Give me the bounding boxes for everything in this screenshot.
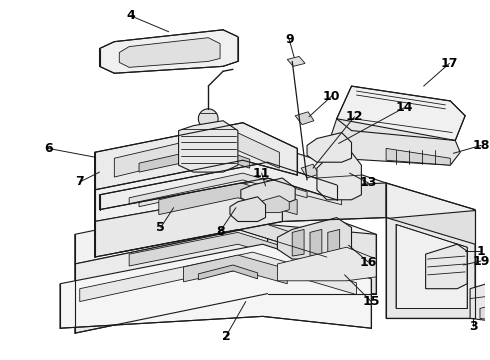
Polygon shape — [114, 131, 279, 177]
Polygon shape — [307, 132, 351, 162]
Polygon shape — [198, 265, 258, 280]
Polygon shape — [386, 217, 475, 318]
Polygon shape — [95, 188, 282, 257]
Text: 12: 12 — [346, 110, 363, 123]
Polygon shape — [178, 121, 238, 172]
Polygon shape — [119, 215, 327, 257]
Polygon shape — [99, 30, 238, 73]
Polygon shape — [386, 210, 475, 318]
Text: 3: 3 — [469, 320, 477, 333]
Polygon shape — [295, 112, 314, 125]
Polygon shape — [139, 147, 250, 172]
Polygon shape — [129, 173, 307, 204]
Text: 10: 10 — [323, 90, 341, 103]
Polygon shape — [386, 148, 450, 165]
Polygon shape — [60, 244, 371, 328]
Polygon shape — [241, 178, 295, 205]
Text: 6: 6 — [44, 142, 52, 155]
Text: 15: 15 — [363, 295, 380, 308]
Text: 7: 7 — [75, 175, 84, 189]
Polygon shape — [386, 183, 475, 244]
Polygon shape — [301, 164, 319, 178]
Text: 19: 19 — [472, 255, 490, 267]
Polygon shape — [184, 255, 287, 284]
Circle shape — [198, 109, 218, 129]
Text: 14: 14 — [395, 102, 413, 114]
Polygon shape — [129, 232, 317, 267]
Polygon shape — [95, 148, 386, 221]
Polygon shape — [75, 195, 376, 264]
Polygon shape — [327, 119, 460, 165]
Polygon shape — [310, 229, 322, 256]
Text: 16: 16 — [360, 256, 377, 269]
Text: 8: 8 — [216, 225, 224, 238]
Polygon shape — [470, 277, 490, 323]
Polygon shape — [99, 162, 337, 210]
Polygon shape — [95, 123, 297, 190]
Polygon shape — [80, 252, 356, 302]
Polygon shape — [317, 152, 362, 200]
Text: 18: 18 — [472, 139, 490, 152]
Polygon shape — [292, 229, 304, 256]
Polygon shape — [268, 225, 376, 294]
Polygon shape — [75, 225, 268, 333]
Polygon shape — [426, 244, 467, 289]
Polygon shape — [328, 229, 340, 256]
Polygon shape — [256, 196, 289, 213]
Text: 5: 5 — [156, 221, 165, 234]
Text: 9: 9 — [285, 33, 294, 46]
Text: 17: 17 — [441, 57, 458, 70]
Polygon shape — [480, 301, 490, 322]
Polygon shape — [282, 183, 386, 221]
Text: 11: 11 — [253, 167, 270, 180]
Polygon shape — [159, 182, 297, 215]
Text: 4: 4 — [127, 9, 136, 22]
Text: 13: 13 — [360, 176, 377, 189]
Polygon shape — [139, 168, 342, 207]
Polygon shape — [119, 38, 220, 67]
Polygon shape — [396, 225, 467, 309]
Polygon shape — [287, 57, 305, 66]
Polygon shape — [277, 247, 376, 281]
Text: 1: 1 — [477, 245, 486, 258]
Polygon shape — [230, 197, 266, 221]
Circle shape — [222, 46, 230, 54]
Text: 2: 2 — [221, 330, 230, 343]
Polygon shape — [337, 86, 465, 140]
Polygon shape — [277, 217, 351, 259]
